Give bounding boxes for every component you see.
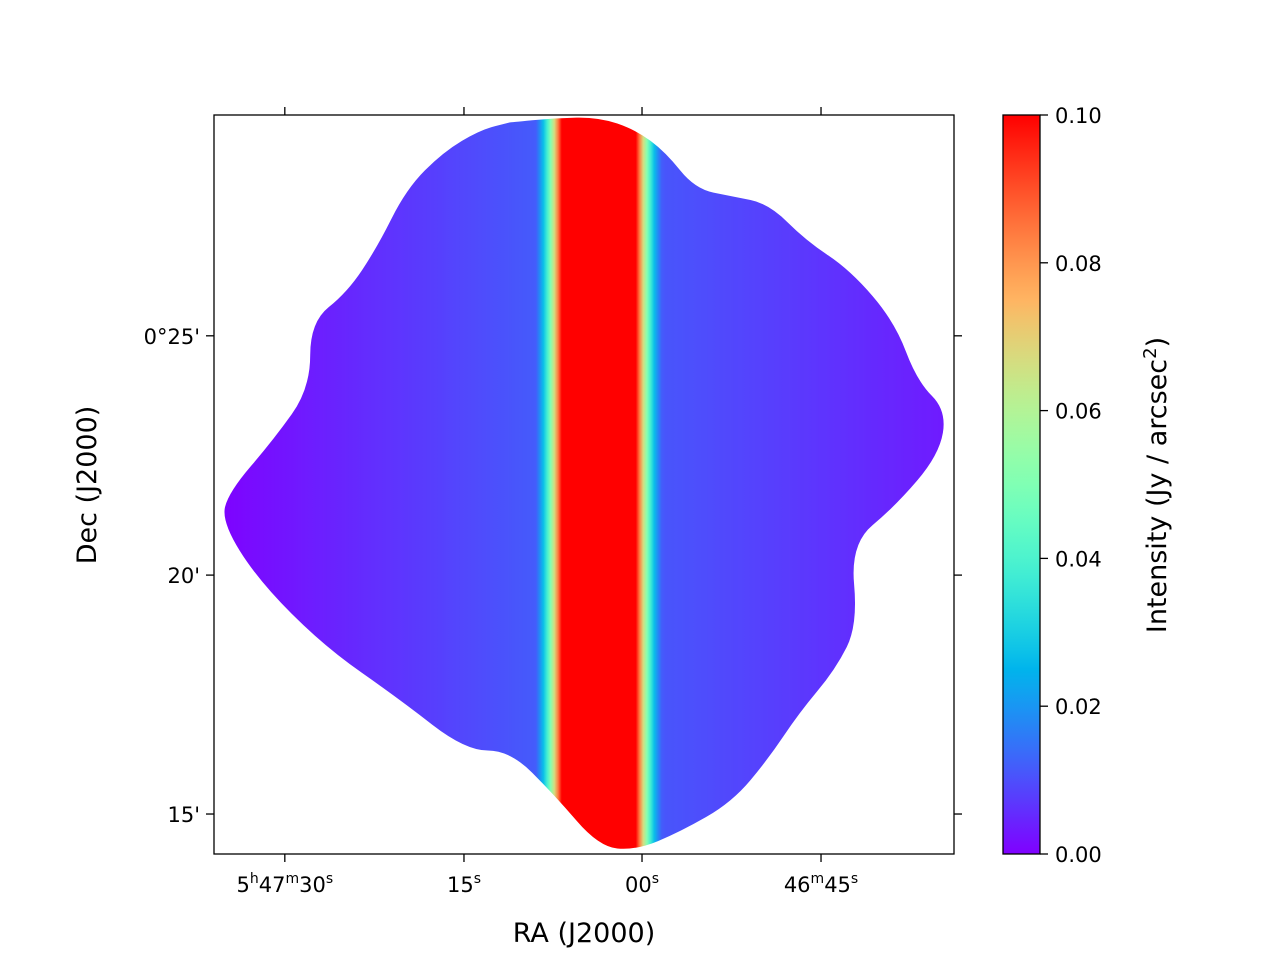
colorbar-tick-label: 0.04 <box>1055 547 1102 571</box>
x-tick-label: 15s <box>447 871 481 897</box>
colorbar-tick-label: 0.08 <box>1055 252 1102 276</box>
y-tick-label: 15' <box>168 803 201 827</box>
x-tick-label: 00s <box>625 871 659 897</box>
y-tick-label: 0°25' <box>144 325 200 349</box>
colorbar-gradient <box>1003 115 1040 854</box>
colorbar-label: Intensity (Jy / arcsec2) <box>1140 337 1173 633</box>
intensity-map <box>214 115 954 854</box>
colorbar-tick-label: 0.06 <box>1055 400 1102 424</box>
colorbar-tick-label: 0.00 <box>1055 843 1102 867</box>
colorbar-tick-label: 0.02 <box>1055 695 1102 719</box>
x-tick-label: 46m45s <box>784 871 858 897</box>
y-axis-label: Dec (J2000) <box>72 406 103 565</box>
plot-area: 5h47m30s 15s 00s 46m45s 0°25' 20' 15' <box>144 107 962 897</box>
colorbar-ticks: 0.00 0.02 0.04 0.06 0.08 0.10 <box>1040 104 1102 867</box>
x-axis-label: RA (J2000) <box>513 918 655 949</box>
x-tick-label: 5h47m30s <box>236 871 333 897</box>
y-tick-label: 20' <box>168 564 201 588</box>
colorbar-tick-label: 0.10 <box>1055 104 1102 128</box>
colorbar: 0.00 0.02 0.04 0.06 0.08 0.10 Intensity (Jy /… <box>1003 104 1173 867</box>
